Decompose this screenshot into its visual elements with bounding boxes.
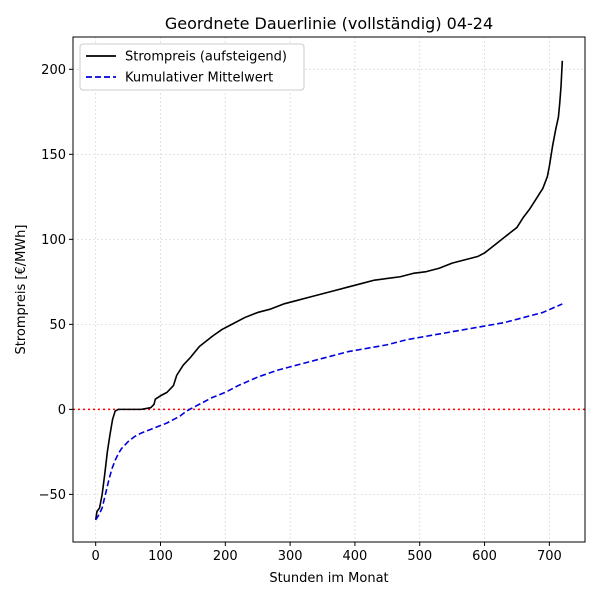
y-tick-label: −50 — [39, 488, 66, 503]
x-tick-label: 300 — [278, 549, 303, 564]
x-tick-label: 500 — [407, 549, 432, 564]
x-axis-label: Stunden im Monat — [269, 571, 388, 586]
series-layer — [94, 60, 564, 521]
x-tick-label: 100 — [148, 549, 173, 564]
series-line-strompreis — [94, 60, 564, 521]
legend-label-strompreis: Strompreis (aufsteigend) — [125, 50, 287, 65]
legend-label-mittelwert: Kumulativer Mittelwert — [125, 71, 273, 86]
x-tick-label: 0 — [92, 549, 100, 564]
y-tick-label: 50 — [49, 318, 66, 333]
plot-area-frame — [72, 36, 586, 543]
y-tick-label: 0 — [58, 403, 66, 418]
grid — [73, 37, 585, 542]
x-tick-label: 200 — [213, 549, 238, 564]
legend: Strompreis (aufsteigend) Kumulativer Mit… — [79, 43, 305, 91]
y-tick-label: 100 — [41, 233, 66, 248]
x-tick-label: 600 — [472, 549, 497, 564]
chart-title: Geordnete Dauerlinie (vollständig) 04-24 — [165, 14, 493, 33]
y-tick-label: 150 — [41, 148, 66, 163]
axis-ticks: 0 100 200 300 400 500 600 700 −50 0 50 100 150 200 — [39, 63, 562, 564]
y-tick-label: 200 — [41, 63, 66, 78]
series-line-mittelwert — [95, 303, 563, 521]
x-tick-label: 700 — [537, 549, 562, 564]
legend-box — [79, 43, 305, 91]
x-tick-label: 400 — [343, 549, 368, 564]
y-axis-label: Strompreis [€/MWh] — [14, 225, 29, 355]
